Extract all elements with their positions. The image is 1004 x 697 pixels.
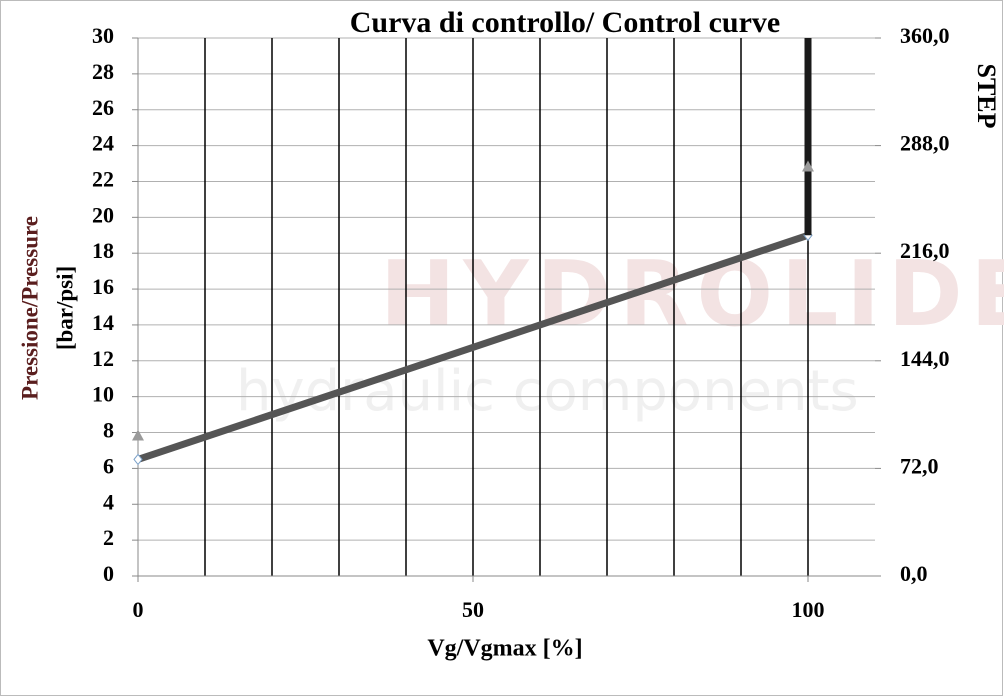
x-tick-label: 50 [462,597,484,622]
y-axis-label: Pressione/Pressure [17,216,42,400]
y2-tick-label: 288,0 [900,131,950,156]
y-tick-label: 24 [92,131,114,156]
y-tick-label: 18 [92,238,114,263]
y-tick-label: 2 [103,525,114,550]
point [133,453,143,466]
point [132,429,144,441]
y-tick-label: 16 [92,274,114,299]
y2-tick-label: 144,0 [900,346,950,371]
x-tick-label: 100 [792,597,825,622]
y-axis-label: [bar/psi] [52,266,77,350]
y-tick-label: 22 [92,167,114,192]
x-tick-label: 0 [133,597,144,622]
y-tick-label: 0 [103,561,114,586]
y2-tick-label: 72,0 [900,453,939,478]
chart-title: Curva di controllo/ Control curve [350,6,781,39]
watermark: hydraulic components [236,359,859,424]
y-tick-label: 20 [92,202,114,227]
y-tick-label: 6 [103,453,114,478]
y-tick-label: 28 [92,59,114,84]
y-tick-label: 12 [92,346,114,371]
y2-tick-label: 360,0 [900,23,950,48]
y-tick-label: 8 [103,418,114,443]
y2-tick-label: 0,0 [900,561,928,586]
y-tick-label: 26 [92,95,114,120]
y2-tick-label: 216,0 [900,238,950,263]
y-tick-label: 14 [92,310,114,335]
watermark: HYDROLIDER [380,242,1004,347]
y-tick-label: 30 [92,23,114,48]
point [802,160,814,172]
y-tick-label: 10 [92,382,114,407]
y-tick-label: 4 [103,489,114,514]
x-axis-label: Vg/Vgmax [%] [427,636,582,662]
data-line [136,231,810,463]
y2-axis-label: STEP [972,63,1001,128]
